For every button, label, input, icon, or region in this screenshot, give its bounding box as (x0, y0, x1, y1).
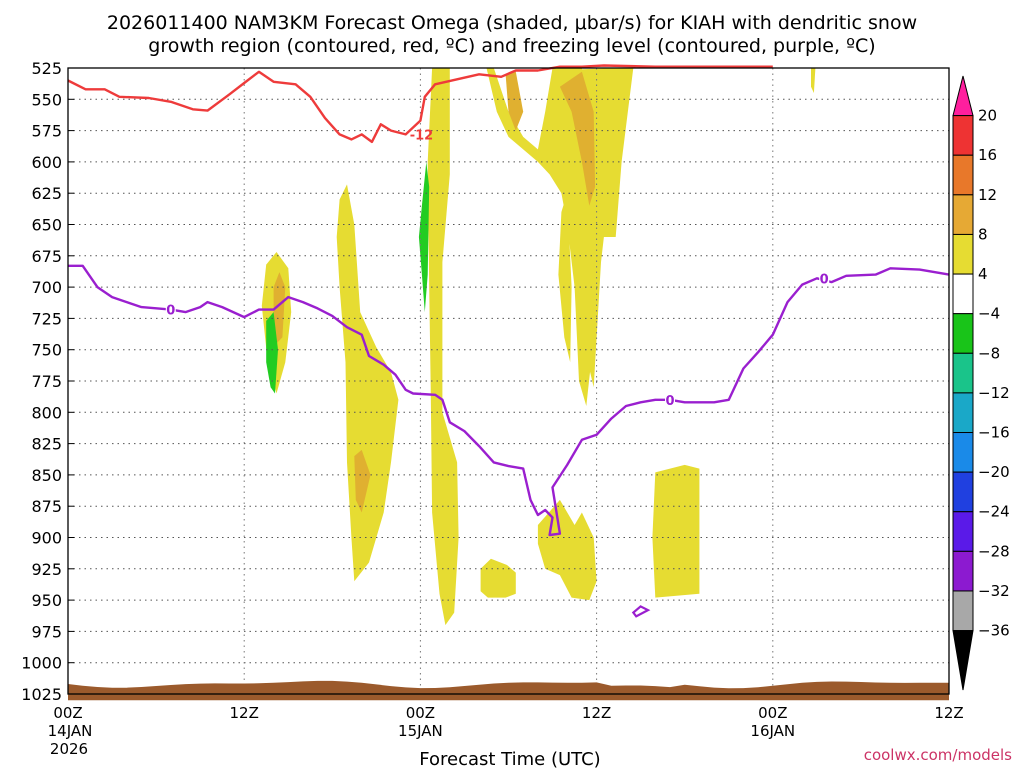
x-tick-4: 00Z (758, 704, 787, 722)
colorbar: 20 16 12 8 4 −4 −8 −12 −16 −20 −24 −28 −32 −36 (952, 75, 1010, 691)
omega-region-6 (558, 193, 572, 363)
omega-region-14 (418, 161, 430, 313)
y-tick-1000: 1000 (21, 654, 62, 673)
omega-region-15 (811, 68, 816, 93)
freezing-label-2: 0 (820, 272, 829, 287)
colorbar-label-7: −12 (978, 384, 1010, 402)
x-tick-5: 12Z (934, 704, 963, 722)
chart-title-line2: growth region (contoured, red, ºC) and f… (148, 35, 875, 57)
colorbar-label-9: −20 (978, 463, 1010, 481)
x-axis-label: Forecast Time (UTC) (419, 749, 600, 768)
colorbar-cell-9 (952, 432, 974, 473)
x-tick-date-4: 16JAN (750, 722, 795, 740)
colorbar-label-12: −32 (978, 582, 1010, 600)
omega-region-12 (652, 464, 700, 598)
freezing-label-bg-0 (165, 301, 176, 317)
colorbar-cell-7 (952, 352, 974, 394)
y-tick-875: 875 (31, 497, 62, 516)
colorbar-label-4: 4 (978, 265, 988, 283)
x-tick-0: 00Z (53, 704, 82, 722)
y-tick-825: 825 (31, 435, 62, 454)
grid-lines (68, 68, 949, 694)
y-axis-ticks: 525 550 575 600 625 650 675 700 725 750 775 800 825 8… (21, 59, 74, 704)
y-tick-550: 550 (31, 90, 62, 109)
colorbar-label-3: 8 (978, 225, 988, 243)
freezing-label-0: 0 (166, 304, 175, 319)
omega-region-3 (354, 449, 371, 513)
colorbar-label-0: 20 (978, 107, 997, 125)
omega-region-2 (336, 184, 399, 582)
x-tick-3: 12Z (582, 704, 611, 722)
x-tick-date-0: 14JAN (48, 722, 93, 740)
colorbar-label-1: 16 (978, 146, 997, 164)
y-tick-600: 600 (31, 153, 62, 172)
ground-layer (68, 680, 949, 701)
y-tick-525: 525 (31, 59, 62, 78)
freezing-label-bg-1 (665, 391, 676, 407)
chart-title-line1: 2026011400 NAM3KM Forecast Omega (shaded… (107, 12, 917, 34)
omega-region-13 (266, 312, 278, 394)
y-tick-700: 700 (31, 278, 62, 297)
freezing-contour (68, 264, 950, 537)
x-tick-1: 12Z (230, 704, 259, 722)
colorbar-cell-10 (952, 471, 974, 513)
omega-region-8 (559, 71, 596, 206)
colorbar-label-5: −4 (978, 305, 1000, 323)
colorbar-top-arrow (952, 75, 974, 117)
ground-fill (68, 680, 949, 701)
colorbar-label-11: −28 (978, 542, 1010, 560)
colorbar-cell-12 (952, 550, 974, 592)
snow-growth-label: -12 (410, 128, 434, 143)
y-tick-900: 900 (31, 529, 62, 548)
snow-growth-contour (67, 64, 773, 144)
y-tick-675: 675 (31, 247, 62, 266)
x-tick-year-0: 2026 (50, 740, 88, 758)
colorbar-cell-3 (952, 194, 974, 235)
omega-region-1 (273, 272, 286, 344)
freezing-closed-contour (631, 605, 651, 618)
y-tick-650: 650 (31, 216, 62, 235)
colorbar-cell-4 (952, 233, 974, 275)
credit-label: coolwx.com/models (864, 746, 1012, 764)
omega-region-4 (427, 68, 459, 626)
colorbar-label-13: −36 (978, 622, 1010, 640)
y-tick-850: 850 (31, 466, 62, 485)
colorbar-cell-8 (952, 392, 974, 434)
y-tick-950: 950 (31, 591, 62, 610)
colorbar-label-10: −24 (978, 503, 1010, 521)
y-tick-925: 925 (31, 560, 62, 579)
y-tick-725: 725 (31, 309, 62, 328)
colorbar-cell-11 (952, 511, 974, 552)
contours: -12 0 0 0 (67, 64, 950, 618)
colorbar-cell-13 (952, 590, 974, 632)
y-tick-625: 625 (31, 184, 62, 203)
omega-region-5 (486, 68, 600, 406)
colorbar-bottom-arrow (952, 630, 974, 691)
colorbar-cell-5 (952, 273, 974, 315)
omega-region-11 (537, 499, 597, 601)
colorbar-cell-6 (952, 313, 974, 354)
colorbar-label-2: 12 (978, 186, 997, 204)
y-tick-800: 800 (31, 403, 62, 422)
colorbar-cell-2 (952, 154, 974, 196)
omega-region-9 (505, 71, 524, 131)
y-tick-975: 975 (31, 622, 62, 641)
freezing-label-bg-2 (819, 270, 830, 286)
omega-region-10 (480, 558, 516, 598)
omega-region-7 (581, 68, 634, 388)
y-tick-775: 775 (31, 372, 62, 391)
freezing-label-1: 0 (665, 394, 674, 409)
colorbar-cell-1 (952, 115, 974, 156)
y-tick-1025: 1025 (21, 685, 62, 704)
y-tick-575: 575 (31, 122, 62, 141)
colorbar-label-8: −16 (978, 424, 1010, 442)
x-tick-2: 00Z (406, 704, 435, 722)
y-tick-750: 750 (31, 341, 62, 360)
omega-shading (261, 68, 816, 626)
colorbar-label-6: −8 (978, 344, 1000, 362)
x-tick-date-2: 15JAN (398, 722, 443, 740)
